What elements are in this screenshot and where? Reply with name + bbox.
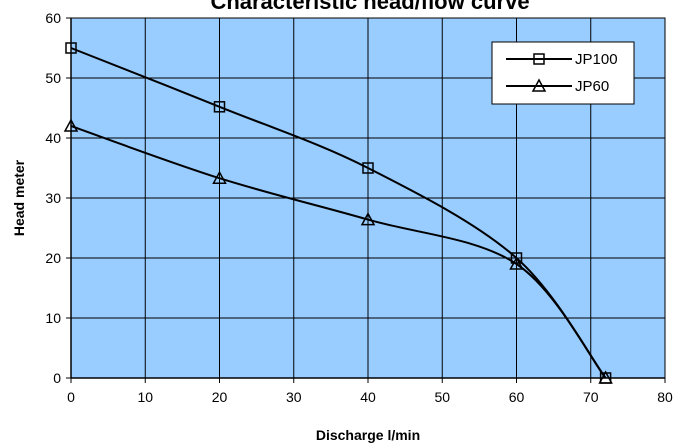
y-tick-label: 0 xyxy=(53,370,61,386)
x-tick-label: 30 xyxy=(286,389,302,405)
data-point-jp60 xyxy=(598,370,613,384)
y-tick-label: 50 xyxy=(45,70,61,86)
x-tick-label: 10 xyxy=(137,389,153,405)
data-point-jp60 xyxy=(360,212,376,226)
x-tick-label: 0 xyxy=(67,389,75,405)
y-tick-label: 10 xyxy=(45,310,61,326)
axes xyxy=(66,17,666,383)
legend-marker-jp100 xyxy=(533,53,545,65)
y-tick-label: 20 xyxy=(45,250,61,266)
legend-items: JP100 JP60 xyxy=(506,51,618,95)
legend: JP100 JP60 xyxy=(491,41,635,105)
chart-title: Characteristic head/flow curve xyxy=(210,0,529,14)
x-tick-label: 40 xyxy=(360,389,376,405)
series-layer xyxy=(63,42,613,384)
x-tick-label: 70 xyxy=(583,389,599,405)
series-jp60 xyxy=(63,118,613,384)
legend-label-jp100: JP100 xyxy=(575,51,618,68)
y-axis-title: Head meter xyxy=(11,159,27,236)
data-point-jp60 xyxy=(212,170,227,184)
tick-labels: 0 10 20 30 40 50 60 70 80 0 10 20 30 40 50 60 xyxy=(45,10,673,405)
x-tick-label: 20 xyxy=(212,389,228,405)
x-tick-label: 50 xyxy=(434,389,450,405)
y-tick-label: 60 xyxy=(45,10,61,26)
x-tick-label: 80 xyxy=(657,389,673,405)
data-point-jp100 xyxy=(213,101,226,113)
grid-lines xyxy=(71,17,665,378)
legend-label-jp60: JP60 xyxy=(575,78,609,95)
x-tick-label: 60 xyxy=(509,389,525,405)
y-tick-label: 40 xyxy=(45,130,61,146)
legend-box xyxy=(491,41,635,105)
data-point-jp60 xyxy=(509,256,524,270)
y-tick-label: 30 xyxy=(45,190,61,206)
series-line-jp60 xyxy=(70,125,607,379)
data-point-jp100 xyxy=(362,162,374,174)
legend-marker-jp60 xyxy=(531,78,547,92)
data-point-jp60 xyxy=(63,118,79,132)
data-point-jp100 xyxy=(65,42,77,54)
x-axis-title: Discharge l/min xyxy=(316,427,420,443)
